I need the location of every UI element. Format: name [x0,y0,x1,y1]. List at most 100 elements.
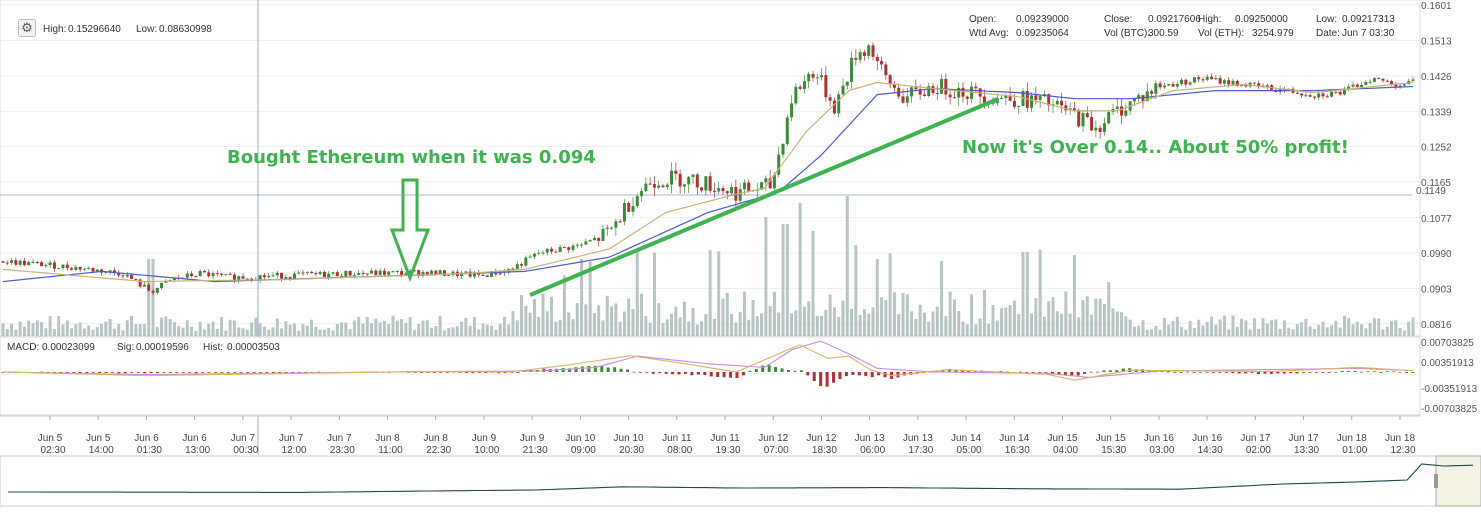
candle-body [1317,93,1321,98]
profit-annotation: Now it's Over 0.14.. About 50% profit! [962,137,1349,158]
volume-bar [314,326,318,336]
volume-bar [87,325,91,336]
volume-bar [905,294,909,336]
candle-body [1175,83,1179,87]
candle-body [464,271,468,273]
candle-body [430,270,434,276]
macd-hist-bar [1302,371,1306,373]
candle-body [768,178,772,189]
x-tick-time: 04:00 [1053,445,1078,456]
candle-body [880,61,884,65]
macd-hist-bar [458,371,462,373]
volume-bar [357,316,361,336]
volume-bar [781,224,785,336]
x-tick-time: 07:00 [764,445,789,456]
candle-body [682,184,686,187]
candle-body [597,237,601,241]
macd-hist-bar [516,371,520,373]
volume-bar [1300,322,1304,336]
candle-body [1411,79,1415,81]
candle-body [1364,81,1368,85]
settings-button[interactable]: ⚙ [18,19,36,37]
volume-bar [644,316,648,336]
candle-body [1150,91,1154,94]
macd-hist-bar [1295,371,1299,374]
volume-bar [708,250,712,336]
navigator-handle-left[interactable] [1434,474,1438,488]
candle-body [370,270,374,274]
volume-bar [1111,308,1115,336]
candle-body [794,86,798,104]
candle-body [35,262,39,264]
macd-hist-bar [1372,371,1376,373]
macd-hist-bar [419,371,423,373]
macd-hist-bar [832,371,836,383]
volume-bar [528,312,532,336]
candle-body [575,244,579,246]
volume-bar [1158,329,1162,336]
volume-bar [1,323,5,336]
vol-eth-label: Vol (ETH): [1198,28,1244,39]
candle-body [520,264,524,266]
macd-hist-bar [1327,371,1331,373]
candle-body [48,262,52,266]
vol-eth-value: 3254.979 [1252,28,1294,39]
macd-hist-bar [761,365,765,372]
candle-body [1030,95,1034,108]
candle-body [224,273,228,275]
macd-hist-bar [1379,371,1383,373]
macd-hist-bar [1359,371,1363,373]
candle-body [460,272,464,277]
volume-bar [1102,303,1106,336]
navigator-frame[interactable] [0,455,1481,507]
x-tick-time: 13:00 [185,445,210,456]
volume-bar [1304,318,1308,336]
candle-body [1227,80,1231,85]
volume-bar [481,323,485,336]
macd-hist-bar [1050,371,1054,374]
volume-bar [1004,307,1008,336]
navigator-selection-window[interactable] [1435,455,1481,507]
volume-bar [301,323,305,336]
candle-body [1072,108,1076,111]
candle-body [378,270,382,275]
volume-bar [430,327,434,336]
macd-hist-bar [503,371,507,374]
macd-hist-bar [98,371,102,373]
volume-bar [1201,325,1205,336]
candle-body [1218,78,1222,84]
candle-body [1158,83,1162,88]
x-tick-date: Jun 12 [806,433,836,444]
candle-body [974,86,978,89]
candle-body [314,273,318,275]
candle-body [374,270,378,275]
volume-bar [657,303,661,336]
candle-body [417,270,421,276]
volume-bar [1377,318,1381,336]
volume-bar [207,323,211,336]
candle-body [331,272,335,274]
volume-bar [1244,320,1248,336]
macd-hist-bar [786,370,790,372]
candle-body [687,176,691,185]
macd-hist-bar [207,371,211,373]
candle-body [1167,84,1171,86]
volume-bar [674,306,678,336]
macd-hist-bar [1192,371,1196,373]
candle-body [472,272,476,277]
volume-bar [1000,308,1004,336]
volume-bar [262,326,266,336]
x-tick-date: Jun 6 [134,433,159,444]
candle-body [434,270,438,275]
macd-hist-bar [1366,371,1370,373]
candle-body [301,272,305,274]
volume-bar [438,315,442,336]
volume-bar [1368,322,1372,336]
macd-hist-bar [497,371,501,374]
volume-bar [22,326,26,336]
candle-body [695,174,699,188]
volume-bar [1214,324,1218,336]
y-tick-label: 0.1513 [1421,37,1452,48]
volume-bar [507,324,511,336]
